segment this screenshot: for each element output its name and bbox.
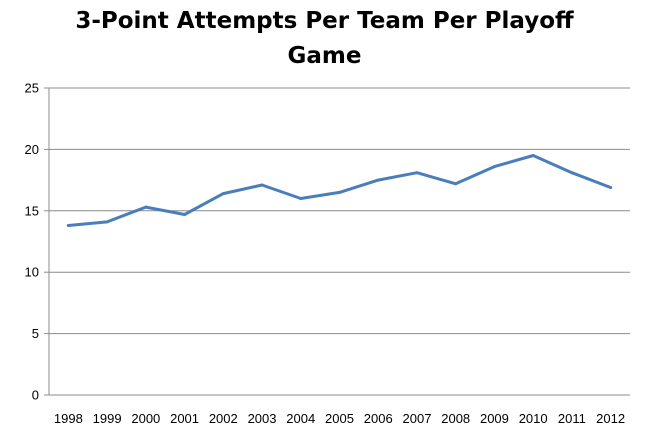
x-tick-label-2004: 2004 — [286, 411, 315, 426]
y-tick-label-15: 15 — [25, 203, 39, 218]
y-tick-label-20: 20 — [25, 142, 39, 157]
data-point-2006 — [376, 178, 380, 182]
data-point-1999 — [105, 220, 109, 224]
chart-title-line-1: 3-Point Attempts Per Team Per Playoff — [75, 8, 574, 34]
data-point-2009 — [492, 165, 496, 169]
data-point-2002 — [221, 192, 225, 196]
x-tick-label-2006: 2006 — [364, 411, 393, 426]
data-point-2007 — [415, 171, 419, 175]
x-tick-label-2000: 2000 — [131, 411, 160, 426]
x-tick-label-2012: 2012 — [596, 411, 625, 426]
data-point-2001 — [183, 212, 187, 216]
data-point-2012 — [609, 185, 613, 189]
data-point-2008 — [454, 182, 458, 186]
x-tick-label-1999: 1999 — [93, 411, 122, 426]
data-point-2004 — [299, 197, 303, 201]
x-tick-labels: 1998 1999 2000 2001 2002 2003 2004 2005 2006 2007… — [54, 411, 625, 426]
x-tick-label-2003: 2003 — [248, 411, 277, 426]
x-tick-label-1998: 1998 — [54, 411, 83, 426]
y-tick-label-25: 25 — [25, 81, 39, 96]
data-point-2005 — [338, 190, 341, 194]
y-tick-labels: 0 5 10 15 20 25 — [25, 81, 39, 403]
y-tick-label-10: 10 — [25, 265, 39, 280]
y-tick-label-0: 0 — [32, 388, 39, 403]
x-tick-label-2005: 2005 — [325, 411, 354, 426]
gridlines — [49, 87, 630, 335]
axes — [44, 87, 630, 396]
series-line-0 — [66, 154, 613, 227]
x-tick-label-2009: 2009 — [480, 411, 509, 426]
data-point-2003 — [260, 183, 264, 187]
data-point-2000 — [144, 205, 148, 209]
x-tick-label-2010: 2010 — [519, 411, 548, 426]
y-tick-label-5: 5 — [32, 326, 39, 341]
x-tick-label-2002: 2002 — [209, 411, 238, 426]
data-point-2010 — [531, 154, 535, 158]
chart-title: 3-Point Attempts Per Team Per Playoff Ga… — [0, 4, 649, 74]
x-tick-label-2001: 2001 — [170, 411, 199, 426]
data-point-1998 — [66, 224, 70, 228]
chart-title-line-2: Game — [287, 43, 362, 69]
x-tick-label-2007: 2007 — [403, 411, 432, 426]
data-series — [66, 154, 613, 228]
data-point-2011 — [570, 171, 574, 175]
x-tick-label-2011: 2011 — [558, 411, 586, 426]
x-tick-label-2008: 2008 — [441, 411, 470, 426]
